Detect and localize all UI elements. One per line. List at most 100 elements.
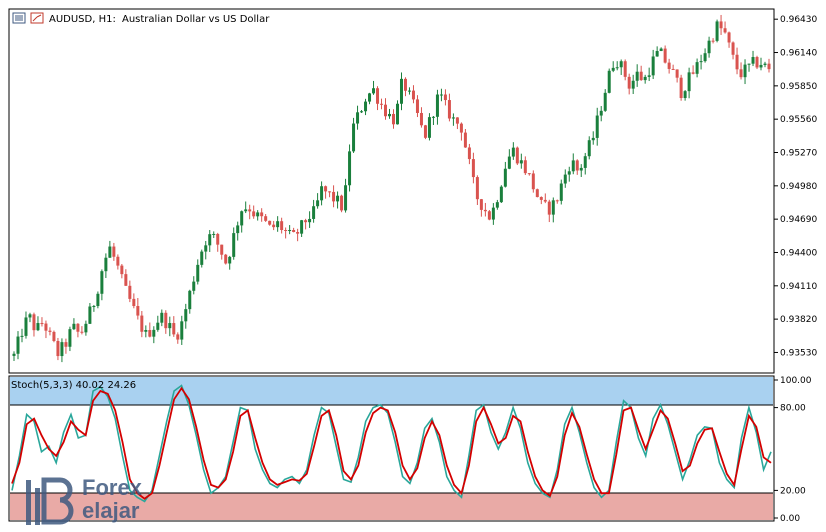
candle-bull (108, 246, 112, 258)
candle-bull (747, 63, 751, 65)
candle-bear (132, 298, 136, 307)
candle-bear (739, 69, 743, 78)
candle-bear (264, 216, 268, 221)
candle-bull (168, 323, 172, 329)
forexbelajar-logo: Forex elajar (26, 475, 143, 525)
candle-bull (84, 323, 88, 333)
stoch-tick-label: 80.00 (780, 404, 806, 414)
candle-bear (268, 220, 272, 225)
candle-bull (431, 116, 435, 118)
candle-bull (399, 78, 403, 104)
candle-bull (372, 88, 376, 94)
candle-bear (679, 77, 683, 99)
candle-bull (96, 293, 100, 307)
candle-bear (675, 69, 679, 78)
candle-bull (204, 245, 208, 252)
chart-description: Australian Dollar vs US Dollar (122, 14, 270, 25)
candle-bull (647, 75, 651, 77)
candle-bull (427, 117, 431, 138)
price-tick-label: 0.94110 (780, 282, 817, 292)
candle-bull (559, 183, 563, 201)
candle-bear (575, 160, 579, 171)
price-tick-label: 0.96140 (780, 49, 817, 59)
candle-bear (639, 71, 643, 81)
watermark-line1: Forex (82, 475, 143, 500)
candle-bull (184, 309, 188, 322)
candle-bear (328, 191, 332, 193)
candle-bull (659, 48, 663, 52)
candle-bear (543, 199, 547, 202)
candle-bear (767, 63, 771, 70)
candle-bull (759, 64, 763, 68)
candle-bull (683, 91, 687, 99)
candle-bear (284, 230, 288, 232)
candle-bull (695, 62, 699, 74)
candle-bull (20, 335, 24, 337)
candle-bull (395, 103, 399, 125)
candle-bull (312, 206, 316, 219)
candle-bear (380, 103, 384, 105)
candle-bull (360, 111, 364, 113)
candle-bull (212, 233, 216, 235)
candle-bull (551, 200, 555, 215)
candle-bear (483, 209, 487, 212)
price-tick-label: 0.95560 (780, 115, 817, 125)
candle-bull (763, 63, 767, 65)
candle-bear (755, 57, 759, 68)
candle-bear (296, 232, 300, 234)
candle-bull (348, 151, 352, 186)
candle-bear (224, 254, 228, 264)
price-axis: 0.96430 0.96140 0.95850 0.95560 0.95270 0.949… (774, 15, 817, 358)
candle-bear (539, 197, 543, 200)
candle-bear (711, 40, 715, 42)
candle-bear (56, 340, 60, 357)
candle-bull (715, 21, 719, 41)
price-tick-label: 0.94400 (780, 248, 817, 258)
candle-bull (751, 57, 755, 64)
candle-bear (691, 72, 695, 74)
candle-bull (236, 225, 240, 234)
candle-bear (463, 132, 467, 148)
candle-bull (599, 110, 603, 116)
price-tick-label: 0.94980 (780, 182, 817, 192)
candle-bull (152, 329, 156, 337)
candle-bull (88, 306, 92, 324)
indicator-label: Stoch(5,3,3) 40.02 24.26 (11, 380, 136, 391)
candle-bull (607, 70, 611, 93)
candle-bear (415, 99, 419, 113)
trade-window-icon[interactable] (30, 12, 44, 24)
candle-bear (80, 331, 84, 333)
candle-bear (471, 159, 475, 178)
candle-bull (611, 67, 615, 71)
price-tick-label: 0.94690 (780, 215, 817, 225)
candle-bear (260, 212, 264, 217)
candle-bull (316, 200, 320, 207)
candle-bull (631, 80, 635, 89)
candle-bear (52, 331, 56, 341)
candle-bull (240, 211, 244, 226)
candle-bull (180, 321, 184, 340)
candle-bear (216, 233, 220, 245)
candle-bull (507, 156, 511, 169)
candle-bear (447, 100, 451, 119)
candle-bear (727, 32, 731, 43)
candle-bull (655, 51, 659, 57)
candle-bear (719, 21, 723, 29)
price-panel (8, 8, 775, 374)
candle-bear (248, 209, 252, 212)
candle-bull (368, 93, 372, 102)
candle-bull (92, 306, 96, 308)
stoch-tick-label: 100.00 (780, 376, 812, 386)
chart-symbol: AUDUSD, H1: (49, 14, 116, 25)
candle-bull (687, 72, 691, 92)
stoch-tick-label: 20.00 (780, 486, 806, 496)
price-tick-label: 0.93530 (780, 348, 817, 358)
candle-bear (723, 28, 727, 33)
candle-bull (104, 257, 108, 272)
candle-bull (567, 171, 571, 175)
candle-bear (304, 220, 308, 223)
candle-bull (356, 112, 360, 124)
chart-window-icon[interactable] (12, 12, 26, 24)
candle-bear (44, 323, 48, 331)
candle-bear (419, 112, 423, 126)
